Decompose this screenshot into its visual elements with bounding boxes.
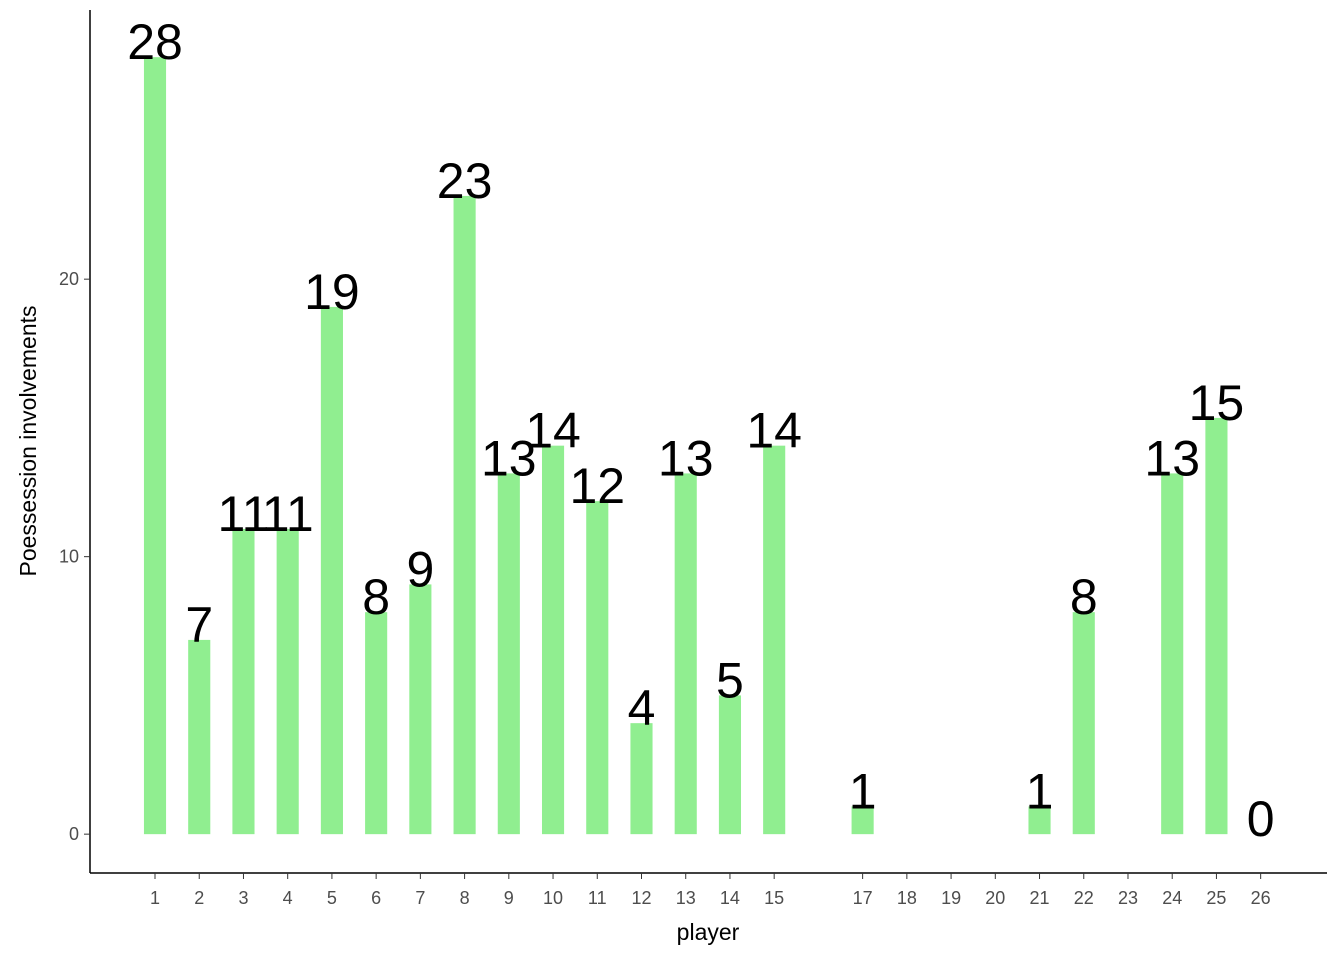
x-tick-label: 13 [676, 888, 696, 908]
value-label: 14 [525, 403, 581, 459]
x-tick-label: 26 [1251, 888, 1271, 908]
x-tick-label: 21 [1030, 888, 1050, 908]
x-tick-label: 4 [283, 888, 293, 908]
x-tick-label: 6 [371, 888, 381, 908]
y-axis-title: Poessession involvements [15, 305, 41, 576]
x-tick-label: 10 [543, 888, 563, 908]
x-tick-label: 3 [238, 888, 248, 908]
x-tick-label: 2 [194, 888, 204, 908]
value-label: 12 [569, 458, 625, 514]
x-tick-label: 11 [588, 888, 607, 908]
x-tick-label: 17 [853, 888, 873, 908]
y-tick-label: 20 [59, 269, 79, 289]
x-tick-label: 14 [720, 888, 740, 908]
value-label: 0 [1247, 791, 1275, 847]
bar [541, 445, 565, 835]
value-label: 5 [716, 652, 744, 708]
value-label: 13 [1144, 430, 1200, 486]
x-tick-label: 1 [150, 888, 160, 908]
y-tick-label: 0 [69, 824, 79, 844]
bar [674, 473, 697, 835]
value-label: 13 [481, 430, 537, 486]
value-label: 28 [127, 14, 183, 70]
x-tick-label: 8 [460, 888, 470, 908]
bar [1072, 612, 1095, 835]
x-tick-label: 15 [764, 888, 784, 908]
value-label: 13 [658, 430, 714, 486]
value-label: 1 [849, 763, 877, 819]
bar [630, 723, 653, 835]
bar [763, 445, 786, 835]
bar [497, 473, 520, 835]
value-label: 8 [362, 569, 390, 625]
bar [232, 528, 255, 835]
value-label: 11 [218, 486, 270, 542]
x-tick-label: 18 [897, 888, 917, 908]
bar [718, 695, 742, 835]
bar [188, 639, 211, 835]
value-label: 11 [262, 486, 314, 542]
x-tick-label: 22 [1074, 888, 1094, 908]
bar [1161, 473, 1184, 835]
x-axis-title: player [677, 919, 740, 945]
bar [276, 528, 299, 835]
bar [586, 501, 609, 835]
value-label: 7 [185, 597, 213, 653]
x-tick-label: 25 [1206, 888, 1226, 908]
value-label: 4 [628, 680, 656, 736]
bar [320, 306, 343, 835]
x-tick-label: 24 [1162, 888, 1182, 908]
x-tick-label: 19 [941, 888, 961, 908]
value-label: 1 [1026, 763, 1054, 819]
bar [143, 57, 167, 835]
bar [409, 584, 432, 835]
x-tick-label: 9 [504, 888, 514, 908]
bar [1028, 806, 1051, 835]
x-tick-label: 7 [415, 888, 425, 908]
value-label: 9 [406, 541, 434, 597]
value-label: 15 [1189, 375, 1245, 431]
value-label: 8 [1070, 569, 1098, 625]
x-tick-label: 12 [631, 888, 651, 908]
value-label: 23 [437, 153, 493, 209]
bar [1205, 417, 1228, 835]
value-label: 14 [746, 403, 802, 459]
bar [851, 806, 874, 835]
bar [453, 195, 476, 835]
y-tick-label: 10 [59, 547, 79, 567]
bar [365, 612, 388, 835]
value-label: 19 [304, 264, 360, 320]
x-tick-label: 23 [1118, 888, 1138, 908]
x-tick-label: 5 [327, 888, 337, 908]
x-tick-label: 20 [985, 888, 1005, 908]
